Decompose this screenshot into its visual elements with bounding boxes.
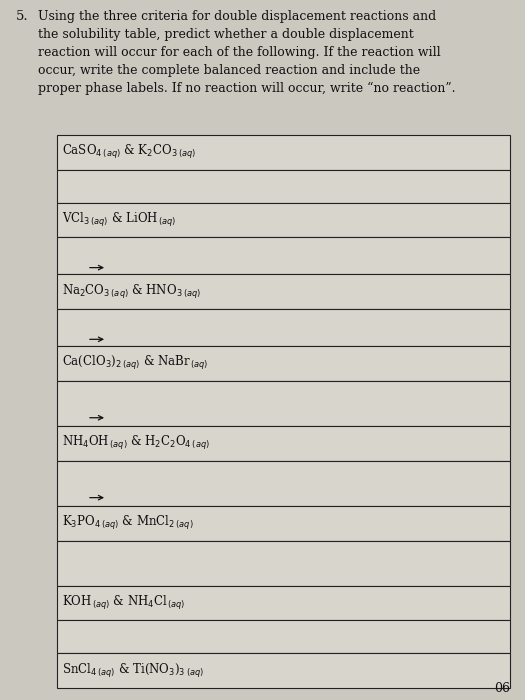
Text: VCl$_3$$_{\,(aq)}$ & LiOH$_{\,(aq)}$: VCl$_3$$_{\,(aq)}$ & LiOH$_{\,(aq)}$ <box>62 211 176 229</box>
Text: Na$_2$CO$_3$$_{\,(aq)}$ & HNO$_3$$_{\,(aq)}$: Na$_2$CO$_3$$_{\,(aq)}$ & HNO$_3$$_{\,(a… <box>62 283 201 300</box>
Text: NH$_4$OH$_{\,(aq)}$ & H$_2$C$_2$O$_4$$_{\,(aq)}$: NH$_4$OH$_{\,(aq)}$ & H$_2$C$_2$O$_4$$_{… <box>62 434 210 452</box>
Text: CaSO$_4$$_{\,(aq)}$ & K$_2$CO$_3$$_{\,(aq)}$: CaSO$_4$$_{\,(aq)}$ & K$_2$CO$_3$$_{\,(a… <box>62 144 196 162</box>
Bar <box>57 461 510 506</box>
Bar <box>57 346 510 381</box>
Bar <box>57 274 510 309</box>
Text: 06: 06 <box>494 682 510 695</box>
Text: K$_3$PO$_4$$_{\,(aq)}$ & MnCl$_2$$_{\,(aq)}$: K$_3$PO$_4$$_{\,(aq)}$ & MnCl$_2$$_{\,(a… <box>62 514 194 532</box>
Text: 5.: 5. <box>16 10 29 23</box>
Bar <box>57 653 510 688</box>
Text: KOH$_{\,(aq)}$ & NH$_4$Cl$_{\,(aq)}$: KOH$_{\,(aq)}$ & NH$_4$Cl$_{\,(aq)}$ <box>62 594 185 612</box>
Bar <box>57 381 510 426</box>
Bar <box>57 586 510 620</box>
Text: Ca(ClO$_3$)$_2$$_{\,(aq)}$ & NaBr$_{\,(aq)}$: Ca(ClO$_3$)$_2$$_{\,(aq)}$ & NaBr$_{\,(a… <box>62 354 208 372</box>
Bar <box>57 540 510 586</box>
Bar <box>57 135 510 169</box>
Bar <box>57 506 510 540</box>
Bar <box>57 237 510 274</box>
Text: Using the three criteria for double displacement reactions and
the solubility ta: Using the three criteria for double disp… <box>38 10 456 95</box>
Bar <box>57 426 510 461</box>
Text: SnCl$_4$$_{\,(aq)}$ & Ti(NO$_3$)$_3$$_{\,(aq)}$: SnCl$_4$$_{\,(aq)}$ & Ti(NO$_3$)$_3$$_{\… <box>62 662 204 680</box>
Bar <box>57 309 510 346</box>
Bar <box>57 202 510 237</box>
Bar <box>57 169 510 202</box>
Bar <box>57 620 510 653</box>
